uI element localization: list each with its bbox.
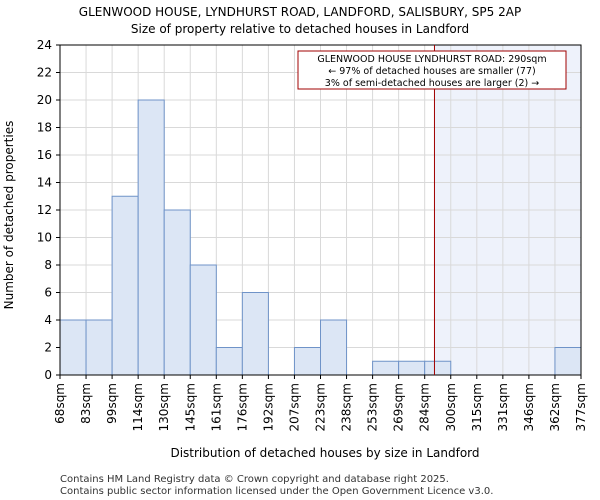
- x-tick-label: 176sqm: [235, 383, 249, 431]
- bars: [59, 99, 582, 376]
- y-tick-label: 14: [37, 176, 52, 190]
- y-tick-label: 4: [44, 313, 52, 327]
- x-tick-label: 68sqm: [53, 383, 67, 424]
- bar: [189, 264, 217, 376]
- y-tick-label: 12: [37, 203, 52, 217]
- y-axis-label: Number of detached properties: [2, 121, 16, 310]
- bar: [59, 319, 87, 376]
- x-tick-label: 99sqm: [105, 383, 119, 424]
- y-tick-label: 2: [44, 341, 52, 355]
- bar: [293, 347, 322, 376]
- x-tick-label: 223sqm: [314, 383, 328, 431]
- bar: [163, 209, 191, 376]
- x-tick-label: 253sqm: [366, 383, 380, 431]
- y-tick-label: 20: [37, 93, 52, 107]
- annotation-frame: [297, 50, 567, 90]
- x-tick-label: 284sqm: [418, 383, 432, 431]
- bar: [85, 319, 113, 376]
- y-tick-label: 10: [37, 231, 52, 245]
- x-tick-label: 83sqm: [79, 383, 93, 424]
- chart-subtitle: Size of property relative to detached ho…: [131, 22, 469, 36]
- footer-line-1: Contains HM Land Registry data © Crown c…: [60, 474, 449, 485]
- bar: [241, 292, 269, 376]
- bar: [111, 195, 139, 376]
- x-ticks: 68sqm 83sqm 99sqm 114sqm 130sqm 145sqm 161sqm 1…: [53, 375, 588, 431]
- bar: [398, 360, 426, 376]
- x-tick-label: 269sqm: [392, 383, 406, 431]
- x-tick-label: 192sqm: [261, 383, 275, 431]
- annotation-line-3: 3% of semi-detached houses are larger (2…: [325, 78, 539, 89]
- x-tick-label: 130sqm: [157, 383, 171, 431]
- x-tick-label: 377sqm: [574, 383, 588, 431]
- x-tick-label: 145sqm: [183, 383, 197, 431]
- bar: [215, 347, 243, 376]
- x-axis-label: Distribution of detached houses by size …: [170, 446, 479, 460]
- y-tick-label: 8: [44, 258, 52, 272]
- x-tick-label: 346sqm: [522, 383, 536, 431]
- annotation-line-1: GLENWOOD HOUSE LYNDHURST ROAD: 290sqm: [317, 54, 546, 65]
- x-tick-label: 331sqm: [496, 383, 510, 431]
- bar: [554, 347, 582, 376]
- y-tick-label: 6: [44, 286, 52, 300]
- x-tick-label: 238sqm: [340, 383, 354, 431]
- y-tick-label: 0: [44, 368, 52, 382]
- bar: [424, 360, 452, 376]
- y-tick-label: 16: [37, 148, 52, 162]
- y-tick-label: 24: [37, 38, 52, 52]
- bar: [137, 99, 165, 376]
- x-tick-label: 161sqm: [209, 383, 223, 431]
- x-tick-label: 300sqm: [444, 383, 458, 431]
- x-tick-label: 362sqm: [548, 383, 562, 431]
- chart-title: GLENWOOD HOUSE, LYNDHURST ROAD, LANDFORD…: [79, 5, 521, 19]
- y-tick-label: 18: [37, 121, 52, 135]
- footer-line-2: Contains public sector information licen…: [60, 486, 493, 497]
- annotation-box: GLENWOOD HOUSE LYNDHURST ROAD: 290sqm ← …: [297, 50, 567, 90]
- x-tick-label: 114sqm: [131, 383, 145, 431]
- x-tick-label: 315sqm: [470, 383, 484, 431]
- x-tick-label: 207sqm: [287, 383, 301, 431]
- bar: [372, 360, 400, 376]
- annotation-line-2: ← 97% of detached houses are smaller (77…: [328, 66, 535, 77]
- y-tick-label: 22: [37, 66, 52, 80]
- bar: [320, 319, 348, 376]
